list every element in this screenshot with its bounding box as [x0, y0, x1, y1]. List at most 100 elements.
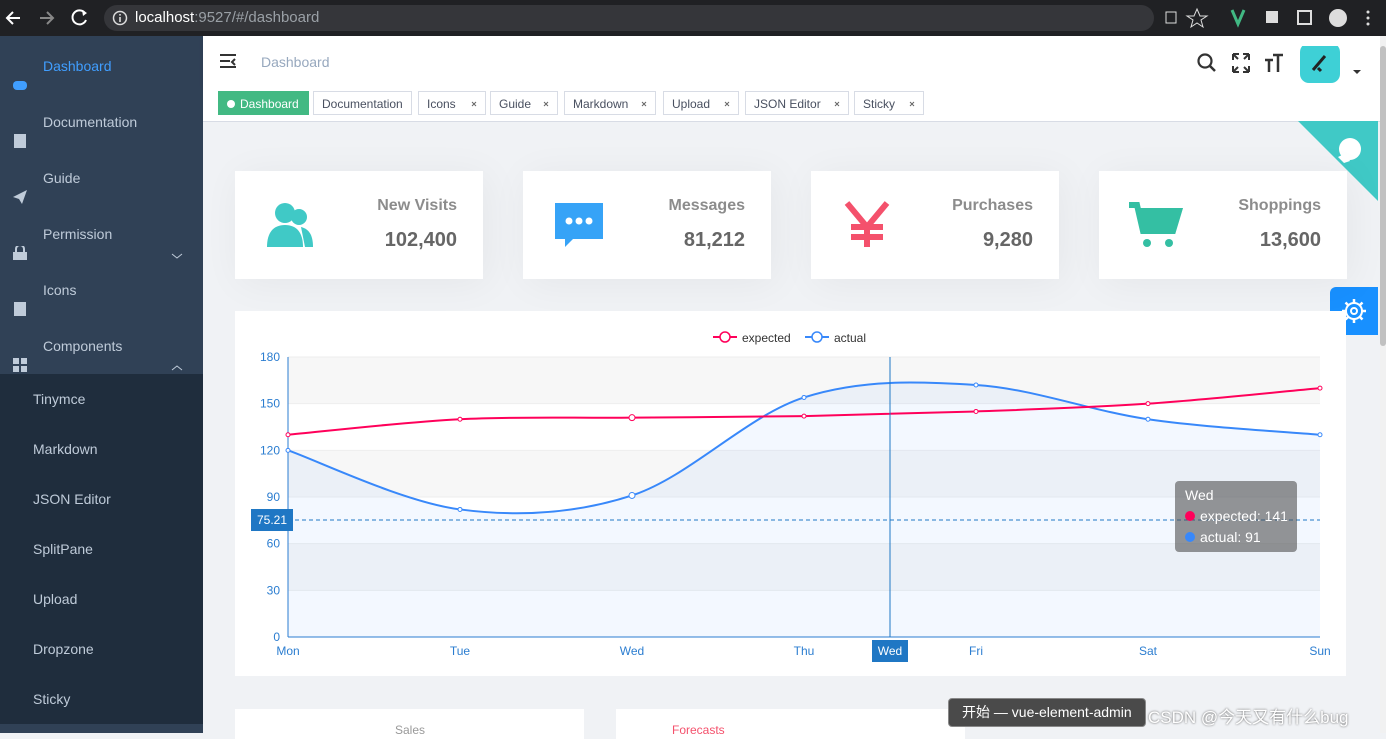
panel-label: Purchases: [952, 197, 1033, 214]
sales-panel: Sales: [235, 709, 584, 739]
chevron: [171, 227, 183, 283]
stat-panel[interactable]: Purchases 9,280: [811, 171, 1059, 279]
pointer-label-bg: [251, 509, 293, 532]
stat-panel[interactable]: Messages 81,212: [523, 171, 771, 279]
navbar: Dashboard: [203, 36, 1386, 87]
icon: [1129, 202, 1184, 247]
chevron: [171, 339, 183, 395]
tooltip-row: actual: 91: [1185, 529, 1261, 545]
menu-label: JSON Editor: [33, 491, 111, 507]
tag[interactable]: JSON Editor: [745, 91, 849, 115]
menu-label: Documentation: [43, 114, 138, 130]
submenu-item[interactable]: Tinymce: [0, 374, 203, 424]
menu-item[interactable]: Icons: [0, 262, 203, 318]
y-tick-label: 150: [260, 397, 280, 411]
menu-item[interactable]: Documentation: [0, 94, 203, 150]
menu-item[interactable]: Dashboard: [0, 38, 203, 94]
panel-label: New Visits: [377, 197, 457, 214]
close-icon[interactable]: [543, 92, 549, 116]
tooltip-dot: [1185, 511, 1195, 521]
forecast-panel: Forecasts: [616, 709, 965, 739]
tag[interactable]: Markdown: [564, 91, 656, 115]
tag-close: [909, 92, 915, 124]
panel-title: Forecasts: [672, 723, 725, 737]
tooltip-text: actual: 91: [1200, 529, 1261, 545]
legend-label: expected: [742, 331, 791, 345]
menu-label: Guide: [43, 170, 81, 186]
nav-buttons[interactable]: [0, 0, 100, 36]
menu-icon: [13, 283, 27, 339]
x-tick-label: Tue: [450, 644, 471, 658]
submenu-item[interactable]: Upload: [0, 574, 203, 624]
menu-item[interactable]: Guide: [0, 150, 203, 206]
stat-panel[interactable]: New Visits 102,400: [235, 171, 483, 279]
close-icon[interactable]: [471, 92, 477, 116]
panel-title: Sales: [395, 723, 426, 737]
tag-label: Sticky: [863, 97, 896, 111]
close-icon[interactable]: [641, 92, 647, 116]
submenu-item[interactable]: SplitPane: [0, 524, 203, 574]
submenu-item[interactable]: Dropzone: [0, 624, 203, 674]
y-tick-label: 30: [267, 583, 281, 597]
panel-label: Messages: [668, 197, 746, 214]
github-corner[interactable]: [1298, 121, 1378, 201]
tag[interactable]: Upload: [663, 91, 739, 115]
stat-panel[interactable]: Shoppings 13,600: [1099, 171, 1347, 279]
point: [1145, 401, 1151, 407]
menu-label: Icons: [43, 282, 77, 298]
x-tick-label: Thu: [794, 644, 815, 658]
panel-value: 102,400: [384, 229, 457, 251]
hover-tooltip: 开始 — vue-element-admin: [948, 698, 1146, 727]
point: [628, 414, 636, 422]
close-icon[interactable]: [724, 92, 730, 116]
menu-label: Dashboard: [43, 58, 112, 74]
panel-icon: [551, 199, 607, 256]
tooltip-row: expected: 141: [1185, 508, 1288, 524]
tag-close: [724, 92, 730, 124]
navbar-icons[interactable]: [1193, 46, 1383, 86]
panel-icon: [1127, 199, 1184, 256]
point: [457, 506, 463, 512]
submenu-item[interactable]: JSON Editor: [0, 474, 203, 524]
tag-label: Guide: [499, 97, 532, 111]
menu-item[interactable]: Components: [0, 318, 203, 374]
point: [1145, 416, 1151, 422]
icon: [267, 203, 313, 247]
tag-close: [834, 92, 840, 124]
tag[interactable]: Guide: [490, 91, 558, 115]
tooltip-text: expected: 141: [1200, 508, 1288, 524]
tag-label: Upload: [672, 97, 711, 111]
submenu-item[interactable]: Markdown: [0, 424, 203, 474]
icon: [14, 134, 26, 148]
tag[interactable]: Documentation: [313, 91, 412, 115]
icon: [14, 302, 26, 316]
browser-icons[interactable]: [1160, 0, 1386, 36]
x-tick-label: Wed: [620, 644, 644, 658]
hamburger[interactable]: [218, 52, 238, 72]
grid-band: [288, 590, 1320, 637]
x-tick-label: Sat: [1139, 644, 1158, 658]
submenu-item[interactable]: Sticky: [0, 674, 203, 724]
tag[interactable]: Sticky: [854, 91, 924, 115]
address-bar[interactable]: localhost:9527/#/dashboard: [104, 5, 1154, 31]
point: [973, 382, 979, 388]
point: [285, 447, 291, 453]
icon: [13, 190, 27, 204]
point: [1317, 432, 1323, 438]
y-tick-label: 120: [260, 443, 280, 457]
chevron: [171, 365, 183, 371]
close-icon[interactable]: [909, 92, 915, 116]
menu-label: Markdown: [33, 441, 98, 457]
menu-label: Tinymce: [33, 391, 86, 407]
menu-label: Permission: [43, 226, 113, 242]
menu-item[interactable]: Permission: [0, 206, 203, 262]
legend-marker: [811, 331, 823, 343]
info-icon: [112, 10, 128, 26]
pointer-label-bg: [872, 640, 908, 662]
tooltip-dot: [1185, 532, 1195, 542]
tags-view: Dashboard Documentation Icons Guide Markdown…: [203, 87, 1386, 122]
tag[interactable]: Icons: [418, 91, 486, 115]
area: [288, 382, 1320, 637]
tag[interactable]: Dashboard: [218, 91, 309, 115]
close-icon[interactable]: [834, 92, 840, 116]
